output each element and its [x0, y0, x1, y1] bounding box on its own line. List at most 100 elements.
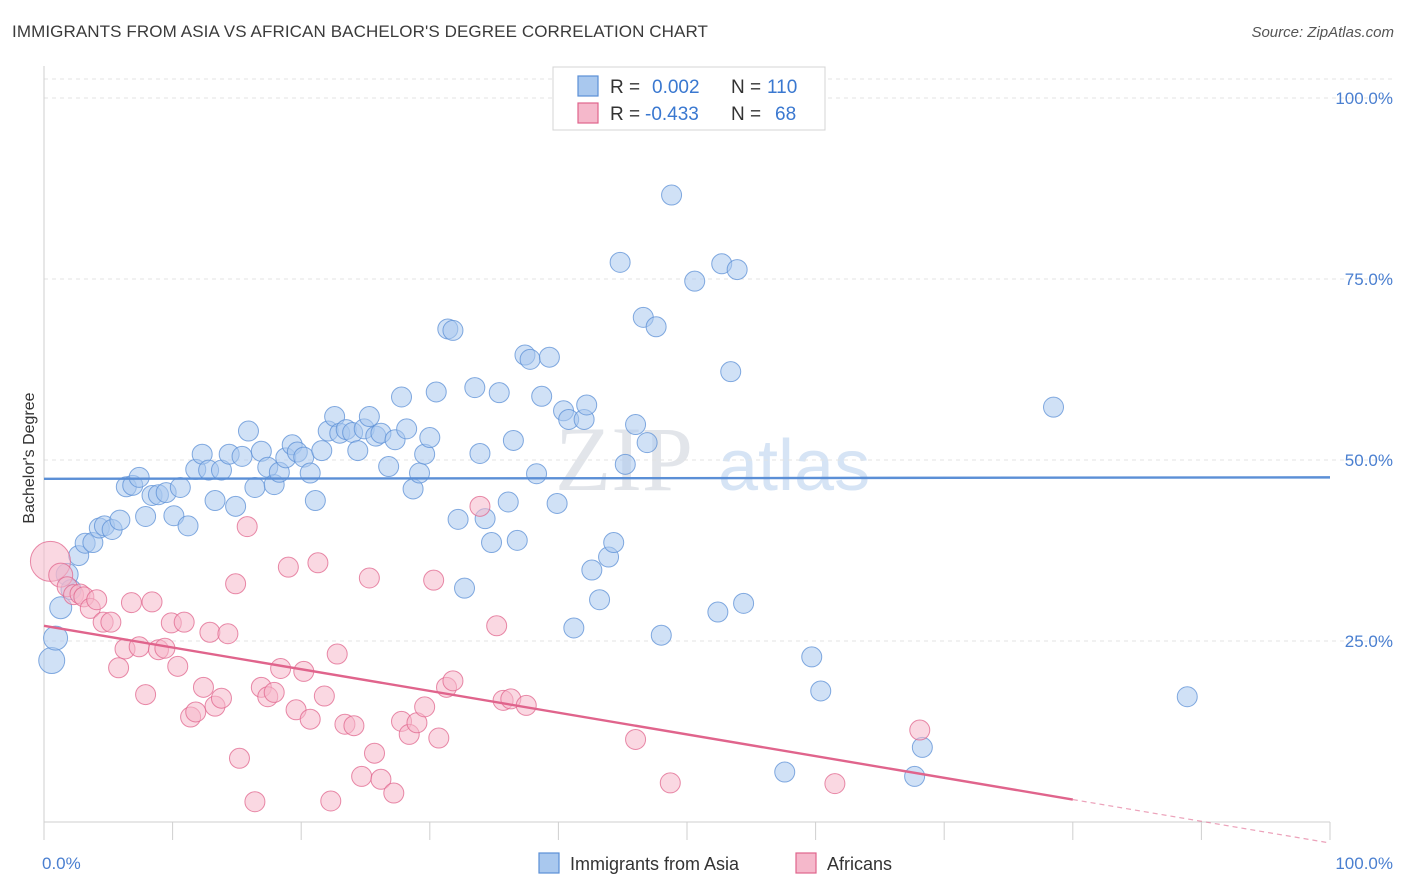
legend-n-label-asia: N = [731, 77, 761, 98]
point-asia-85 [581, 559, 603, 581]
point-asia-61 [425, 381, 447, 403]
point-asia-71 [497, 491, 519, 513]
point-asia-1 [43, 625, 69, 651]
point-asia-77 [531, 385, 553, 407]
point-asia-102 [733, 592, 755, 614]
point-africans-30 [236, 516, 258, 538]
series-legend-swatch-africans [795, 852, 817, 874]
point-africans-59 [469, 495, 491, 517]
point-asia-90 [614, 453, 636, 475]
point-africans-19 [167, 655, 189, 677]
correlation-legend: R = 0.002 N = 110 R = -0.433 N = 68 [552, 66, 826, 131]
point-asia-86 [589, 589, 611, 611]
point-africans-29 [228, 747, 250, 769]
point-asia-97 [684, 270, 706, 292]
point-asia-101 [726, 259, 748, 281]
point-africans-54 [414, 696, 436, 718]
point-asia-40 [299, 462, 321, 484]
watermark-atlas: atlas [718, 426, 870, 506]
y-tick-label-75: 75.0% [1345, 270, 1393, 289]
y-tick-label-100: 100.0% [1335, 89, 1393, 108]
point-asia-88 [603, 532, 625, 554]
legend-swatch-asia [577, 75, 599, 97]
point-asia-94 [645, 316, 667, 338]
point-africans-10 [108, 657, 130, 679]
y-axis-label: Bachelor's Degree [21, 392, 38, 523]
point-asia-104 [801, 646, 823, 668]
chart-title: IMMIGRANTS FROM ASIA VS AFRICAN BACHELOR… [12, 22, 709, 41]
legend-n-value-africans: 68 [775, 104, 796, 125]
x-tick-label-max: 100.0% [1335, 854, 1393, 873]
point-africans-64 [625, 728, 647, 750]
point-africans-12 [120, 592, 142, 614]
point-asia-21 [177, 515, 199, 537]
point-asia-79 [546, 492, 568, 514]
point-asia-58 [409, 462, 431, 484]
series-legend-swatch-asia [538, 852, 560, 874]
point-africans-28 [225, 573, 247, 595]
point-asia-15 [135, 505, 157, 527]
point-africans-14 [135, 684, 157, 706]
point-asia-63 [442, 319, 464, 341]
point-asia-107 [911, 736, 933, 758]
points-layer [29, 184, 1198, 813]
point-asia-84 [576, 394, 598, 416]
point-asia-82 [563, 617, 585, 639]
point-asia-75 [519, 348, 541, 370]
point-asia-73 [506, 529, 528, 551]
point-africans-49 [370, 768, 392, 790]
point-asia-64 [447, 508, 469, 530]
point-africans-23 [192, 676, 214, 698]
point-asia-20 [169, 477, 191, 499]
point-asia-0 [38, 647, 66, 675]
point-asia-56 [396, 418, 418, 440]
point-asia-2 [49, 596, 73, 620]
point-asia-11 [109, 509, 131, 531]
point-africans-36 [277, 556, 299, 578]
point-asia-91 [625, 414, 647, 436]
point-asia-96 [661, 184, 683, 206]
point-asia-100 [720, 361, 742, 383]
point-asia-42 [311, 440, 333, 462]
point-africans-56 [428, 727, 450, 749]
point-africans-26 [210, 687, 232, 709]
point-asia-65 [454, 577, 476, 599]
point-asia-98 [707, 601, 729, 623]
point-asia-69 [481, 532, 503, 554]
legend-r-value-asia: 0.002 [652, 77, 700, 98]
point-asia-105 [810, 680, 832, 702]
y-tick-label-50: 50.0% [1345, 451, 1393, 470]
axis-layer [43, 66, 1331, 840]
point-asia-25 [204, 490, 226, 512]
point-asia-103 [774, 761, 796, 783]
point-asia-41 [304, 490, 326, 512]
x-tick-label-min: 0.0% [42, 854, 81, 873]
point-africans-9 [100, 611, 122, 633]
point-africans-55 [423, 569, 445, 591]
point-africans-24 [199, 621, 221, 643]
point-asia-78 [538, 346, 560, 368]
point-africans-46 [351, 765, 373, 787]
point-africans-15 [141, 591, 163, 613]
point-africans-20 [173, 611, 195, 633]
point-africans-31 [244, 791, 266, 813]
point-africans-45 [343, 715, 365, 737]
point-africans-22 [185, 701, 207, 723]
point-asia-31 [244, 477, 266, 499]
point-asia-55 [391, 386, 413, 408]
point-asia-106 [904, 765, 926, 787]
series-asia-points [38, 184, 1198, 787]
point-africans-60 [486, 615, 508, 637]
y-tick-labels: 25.0% 50.0% 75.0% 100.0% [1335, 89, 1393, 651]
point-asia-29 [231, 445, 253, 467]
point-africans-66 [824, 773, 846, 795]
legend-r-label-asia: R = [610, 77, 640, 98]
legend-n-value-asia: 110 [767, 77, 797, 98]
point-africans-47 [358, 567, 380, 589]
point-asia-28 [225, 495, 247, 517]
point-africans-34 [263, 681, 285, 703]
source-label: Source: ZipAtlas.com [1251, 24, 1394, 41]
point-asia-89 [609, 251, 631, 273]
point-asia-50 [358, 406, 380, 428]
